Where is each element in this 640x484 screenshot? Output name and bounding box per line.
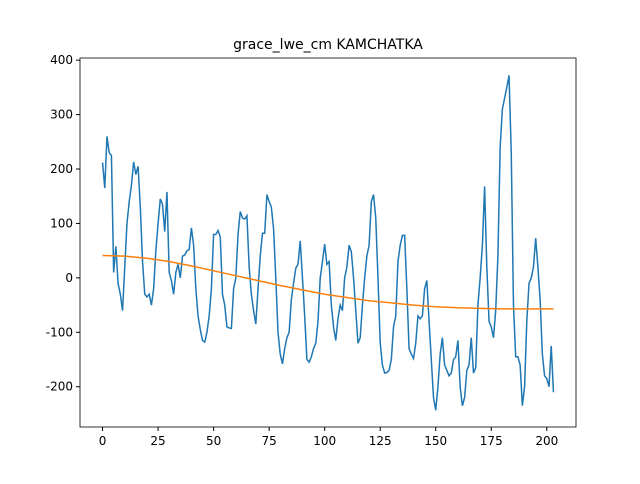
x-tick-label: 75 (261, 434, 276, 448)
x-tick-label: 150 (424, 434, 447, 448)
x-tick-label: 125 (369, 434, 392, 448)
y-tick-label: 400 (50, 53, 73, 67)
plot-frame (79, 57, 577, 428)
y-tick-label: 0 (65, 271, 73, 285)
x-tick-label: 25 (150, 434, 165, 448)
x-tick-label: 0 (99, 434, 107, 448)
series-line (102, 254, 554, 310)
x-tick-label: 100 (313, 434, 336, 448)
y-tick-label: -100 (46, 325, 73, 339)
y-tick-label: 200 (50, 162, 73, 176)
x-tick-label: 175 (480, 434, 503, 448)
chart-title: grace_lwe_cm KAMCHATKA (233, 37, 423, 53)
series-line (101, 75, 555, 411)
y-tick-label: 100 (50, 216, 73, 230)
x-tick-label: 200 (535, 434, 558, 448)
y-tick-label: -200 (46, 380, 73, 394)
y-tick-label: 300 (50, 108, 73, 122)
x-tick-label: 50 (206, 434, 221, 448)
